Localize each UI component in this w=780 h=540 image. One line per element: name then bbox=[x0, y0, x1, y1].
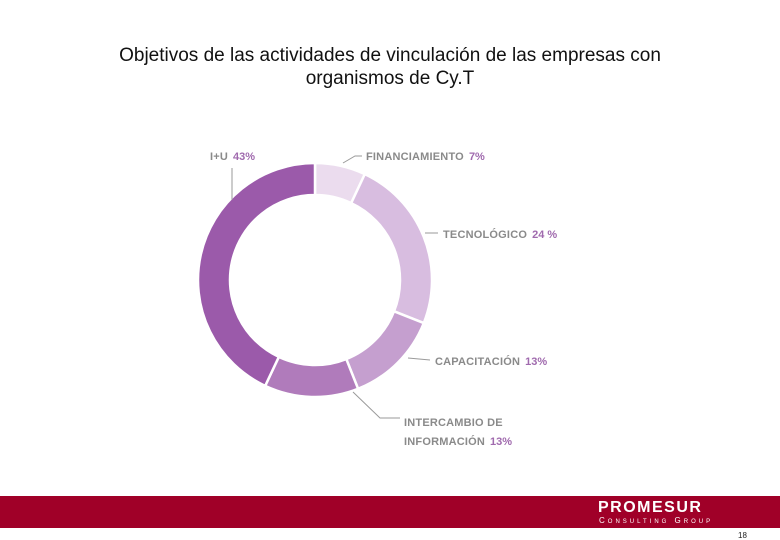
label-intercambio-pct: 13% bbox=[490, 436, 512, 448]
chart-title-line-2: organismos de Cy.T bbox=[305, 68, 475, 89]
label-financiamiento-name: FINANCIAMIENTO bbox=[366, 151, 464, 163]
label-financiamiento: FINANCIAMIENTO 7% bbox=[366, 151, 485, 163]
label-intercambio-name: INFORMACIÓN bbox=[404, 435, 485, 448]
label-capacitacion-pct: 13% bbox=[525, 356, 547, 368]
slice-tecnologico bbox=[349, 172, 434, 325]
donut-chart: FINANCIAMIENTO 7% TECNOLÓGICO 24 % CAPACITAC… bbox=[196, 151, 557, 448]
label-tecnologico-pct: 24 % bbox=[532, 229, 557, 241]
leader-line-financiamiento bbox=[342, 155, 362, 164]
slice-i-u bbox=[196, 161, 317, 388]
label-i-u-pct: 43% bbox=[233, 151, 255, 163]
label-tecnologico: TECNOLÓGICO 24 % bbox=[443, 228, 557, 241]
label-tecnologico-name: TECNOLÓGICO bbox=[443, 228, 527, 241]
label-i-u-name: I+U bbox=[210, 151, 228, 163]
label-capacitacion: CAPACITACIÓN 13% bbox=[435, 355, 547, 368]
promesur-logo: PROMESUR bbox=[598, 499, 703, 516]
footer-band bbox=[0, 496, 780, 528]
leader-line-intercambio bbox=[352, 391, 400, 419]
label-capacitacion-name: CAPACITACIÓN bbox=[435, 355, 520, 368]
chart-title-line-1: Objetivos de las actividades de vinculac… bbox=[119, 45, 661, 66]
promesur-tagline: Consulting Group bbox=[599, 516, 714, 525]
label-intercambio: INTERCAMBIO DE INFORMACIÓN 13% bbox=[404, 417, 512, 448]
leader-line-capacitacion bbox=[407, 357, 431, 361]
label-i-u: I+U 43% bbox=[210, 151, 255, 163]
label-financiamiento-pct: 7% bbox=[469, 151, 485, 163]
page-number: 18 bbox=[738, 531, 747, 540]
label-intercambio-name: INTERCAMBIO DE bbox=[404, 417, 503, 429]
slice-capacitacion bbox=[344, 309, 426, 391]
slice-intercambio bbox=[263, 355, 360, 399]
chart-title: Objetivos de las actividades de vinculac… bbox=[60, 44, 720, 90]
